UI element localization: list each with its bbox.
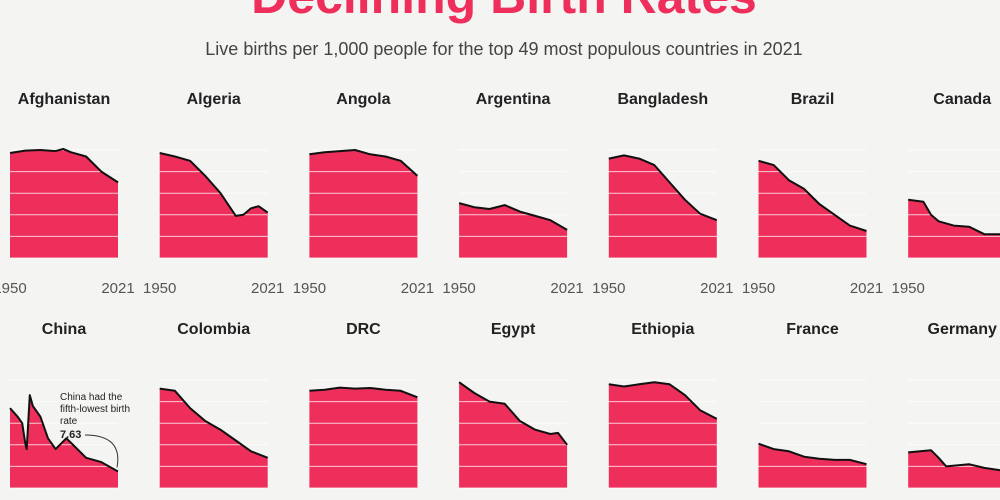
x-tick-label: 2021	[700, 280, 733, 297]
line	[608, 154, 718, 222]
area	[758, 160, 867, 258]
line	[908, 449, 1000, 472]
x-tick-label: 1950	[0, 280, 27, 297]
line	[458, 202, 568, 231]
area	[309, 150, 418, 258]
line	[309, 149, 419, 177]
line	[159, 152, 269, 217]
panel-title: Germany	[928, 321, 997, 338]
annotation-line: rate	[60, 416, 78, 427]
panel-title: Colombia	[177, 321, 250, 338]
annotation-line: China had the	[60, 392, 123, 403]
x-tick-label: 2021	[251, 280, 284, 297]
line	[758, 159, 867, 232]
annotation-line: fifth-lowest birth	[60, 404, 130, 415]
area	[608, 155, 717, 258]
area	[908, 450, 1000, 488]
area	[608, 382, 717, 488]
panel-title: Argentina	[476, 91, 551, 108]
x-tick-label: 2021	[550, 280, 583, 297]
line	[309, 386, 418, 399]
area	[459, 382, 568, 488]
line	[758, 442, 867, 466]
x-tick-label: 1950	[293, 280, 326, 297]
panel-title: Algeria	[187, 91, 241, 108]
annotation: China had the fifth-lowest birth rate	[60, 392, 130, 427]
line	[159, 387, 269, 459]
area	[459, 203, 568, 258]
chart-subtitle: Live births per 1,000 people for the top…	[205, 39, 802, 59]
area	[758, 443, 867, 488]
line	[608, 381, 718, 420]
line	[908, 198, 1000, 236]
area	[10, 148, 118, 258]
area	[159, 388, 268, 488]
panel-title: Bangladesh	[617, 91, 708, 108]
x-tick-label: 1950	[742, 280, 775, 297]
line	[458, 381, 568, 446]
annotation-value: 7.63	[60, 429, 81, 441]
panel-title: Afghanistan	[18, 91, 110, 108]
panel-title: Brazil	[791, 91, 835, 108]
area	[908, 199, 1000, 258]
x-tick-label: 2021	[401, 280, 434, 297]
panel-title: Angola	[336, 91, 390, 108]
line	[9, 394, 119, 473]
panel-title: China	[42, 321, 87, 338]
line	[9, 147, 119, 184]
area	[159, 153, 268, 258]
x-tick-label: 2021	[850, 280, 883, 297]
panel-title: Ethiopia	[631, 321, 694, 338]
panel-title: Egypt	[491, 321, 536, 338]
panel-title: DRC	[346, 321, 381, 338]
area	[309, 387, 418, 488]
x-tick-label: 1950	[592, 280, 625, 297]
annotation-arrow	[84, 434, 119, 468]
panel-title: Canada	[933, 91, 991, 108]
chart-title: Declining Birth Rates	[251, 0, 757, 24]
x-tick-label: 1950	[892, 280, 925, 297]
x-tick-label: 1950	[442, 280, 475, 297]
x-tick-label: 2021	[101, 280, 134, 297]
x-tick-label: 1950	[143, 280, 176, 297]
panel-title: France	[786, 321, 839, 338]
